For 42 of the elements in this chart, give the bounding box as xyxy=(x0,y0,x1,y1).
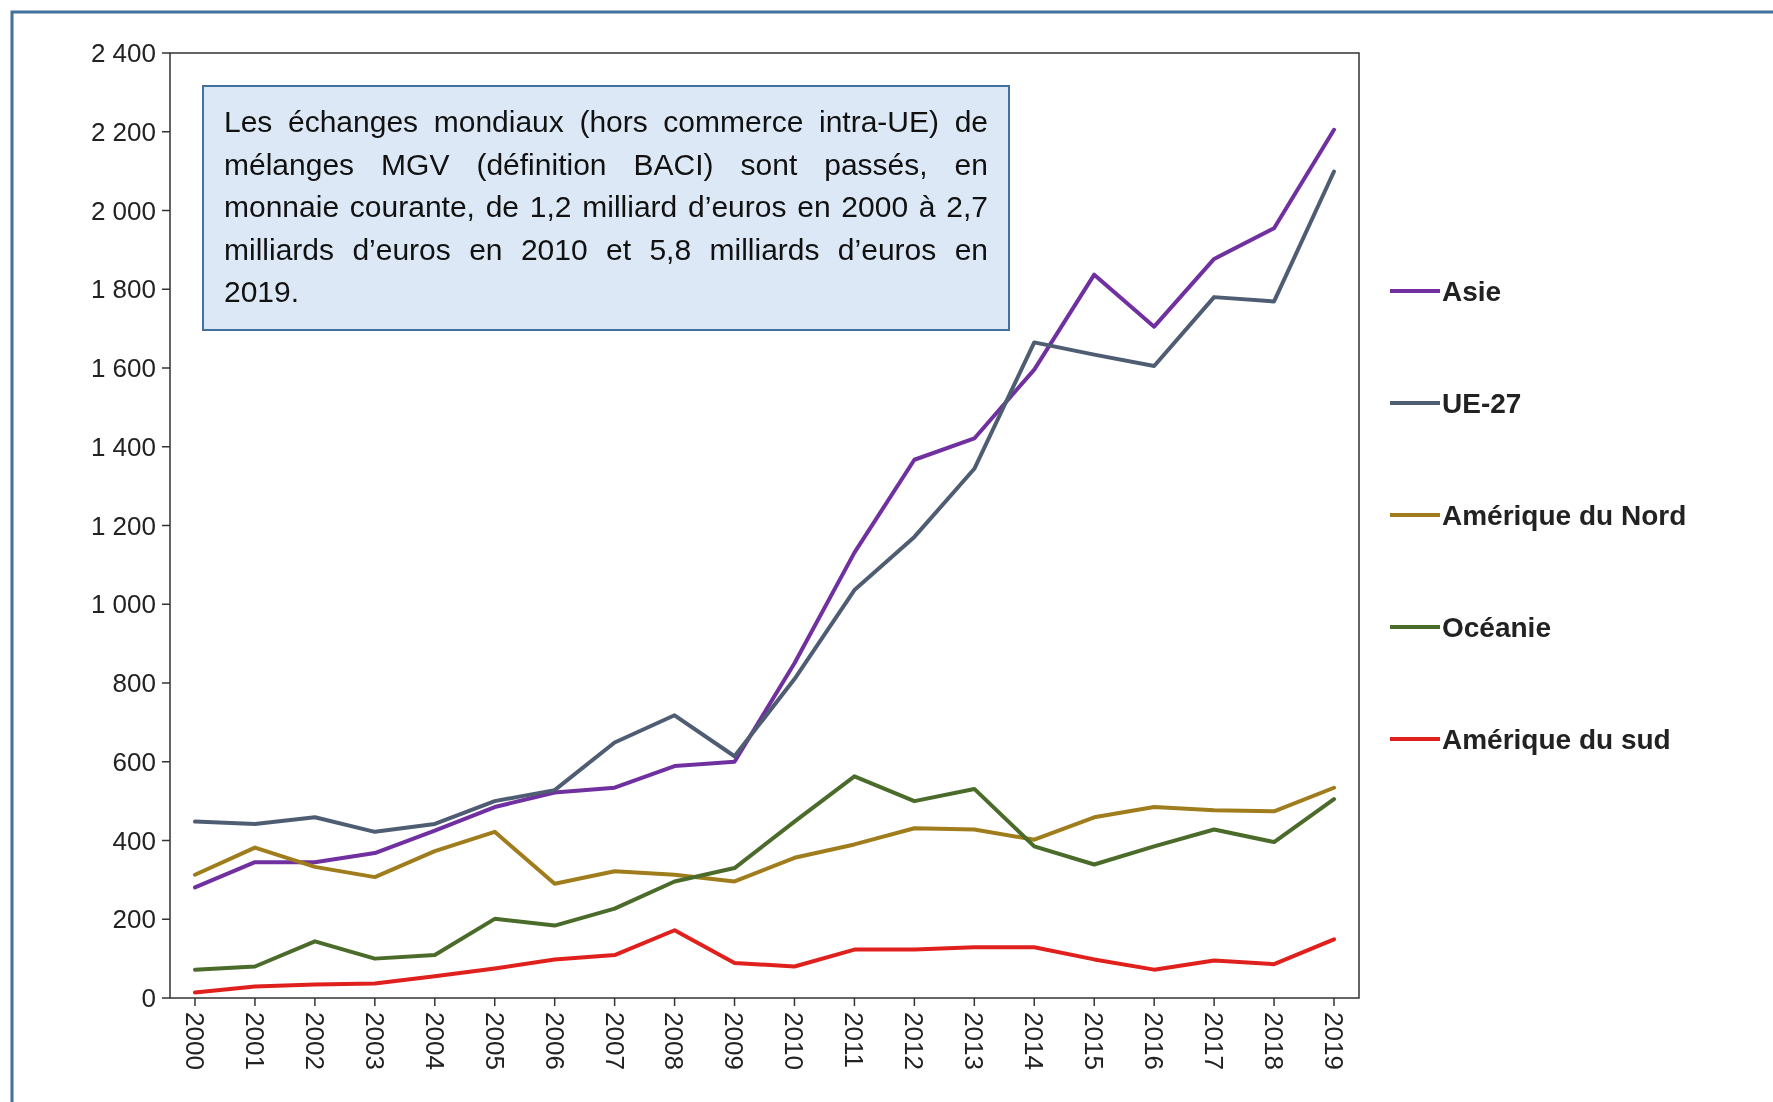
legend-label: UE-27 xyxy=(1442,387,1522,419)
x-tick-label: 2001 xyxy=(239,1012,270,1070)
y-tick-label: 400 xyxy=(112,825,156,856)
y-tick-label: 1 600 xyxy=(90,353,156,384)
x-tick-label: 2013 xyxy=(959,1012,990,1070)
y-tick-label: 600 xyxy=(112,746,156,777)
x-tick-label: 2011 xyxy=(839,1012,870,1068)
y-tick-label: 0 xyxy=(141,983,156,1014)
y-tick-label: 200 xyxy=(112,904,156,935)
y-tick-label: 1 800 xyxy=(90,274,156,305)
y-tick-label: 800 xyxy=(112,668,156,699)
x-tick-label: 2019 xyxy=(1318,1012,1349,1070)
x-tick-label: 2012 xyxy=(899,1012,930,1070)
x-tick-label: 2017 xyxy=(1199,1012,1230,1070)
legend-label: Amérique du Nord xyxy=(1442,499,1687,531)
x-tick-label: 2003 xyxy=(359,1012,390,1070)
line-series xyxy=(193,785,1336,886)
x-tick-label: 2016 xyxy=(1139,1012,1170,1070)
x-tick-label: 2010 xyxy=(779,1012,810,1070)
y-tick-label: 2 000 xyxy=(90,195,156,226)
legend-label: Amérique du sud xyxy=(1442,723,1671,755)
legend-label: Asie xyxy=(1442,275,1502,307)
y-tick-label: 1 200 xyxy=(90,510,156,541)
x-tick-label: 2006 xyxy=(539,1012,570,1070)
x-tick-label: 2014 xyxy=(1019,1012,1050,1070)
x-tick-label: 2007 xyxy=(599,1012,630,1070)
x-tick-label: 2015 xyxy=(1079,1012,1110,1070)
x-tick-label: 2009 xyxy=(719,1012,750,1070)
x-tick-label: 2005 xyxy=(479,1012,510,1070)
x-tick-label: 2004 xyxy=(419,1012,450,1070)
x-tick-label: 2008 xyxy=(659,1012,690,1070)
y-tick-label: 2 400 xyxy=(90,38,156,69)
line-series xyxy=(193,928,1336,995)
x-tick-label: 2002 xyxy=(299,1012,330,1070)
legend-label: Océanie xyxy=(1442,611,1551,643)
y-tick-label: 2 200 xyxy=(90,116,156,147)
x-tick-label: 2000 xyxy=(179,1012,210,1070)
y-tick-label: 1 000 xyxy=(90,589,156,620)
text-box: Les échanges mondiaux (hors commerce intra-UE) de mélanges MGV (définition BACI) sont passés, en monnaie courante, de 1,2 milliard d’euros en 2000 à 2,7 milliards d’euros en 2010 et 5,8 milliards d’euros en 2019. xyxy=(202,85,1010,331)
line-series xyxy=(193,774,1336,972)
y-tick-label: 1 400 xyxy=(90,431,156,462)
x-tick-label: 2018 xyxy=(1258,1012,1289,1070)
